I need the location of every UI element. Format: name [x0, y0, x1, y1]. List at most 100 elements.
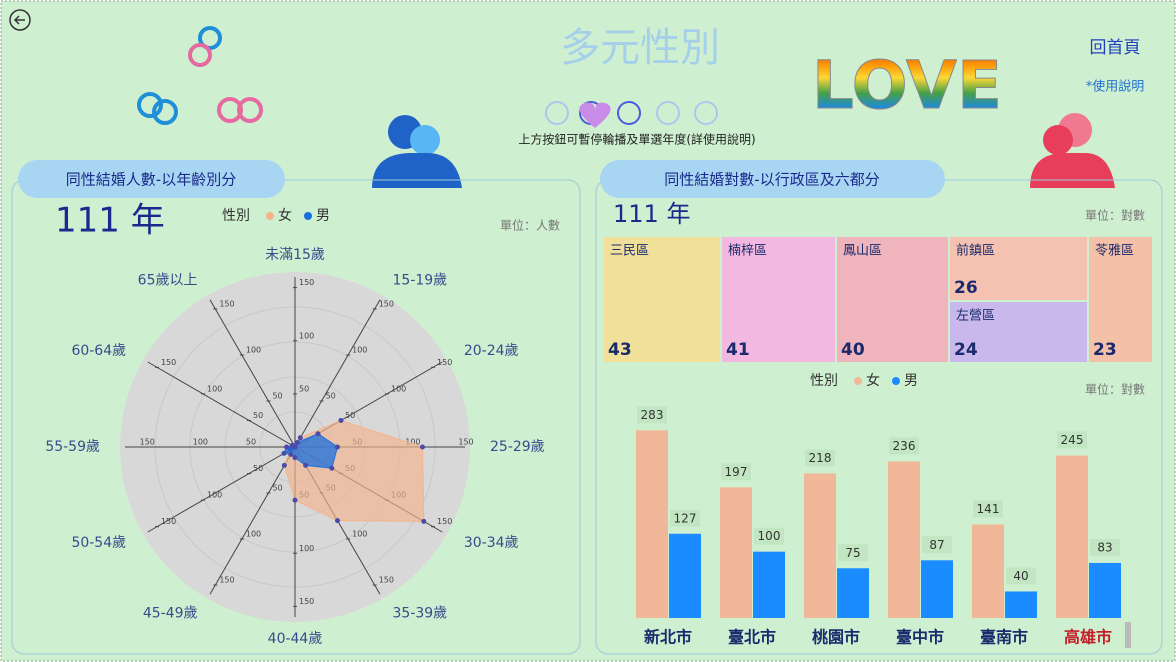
- axis-label: 35-39歲: [393, 605, 448, 621]
- axis-label: 未滿15歲: [265, 247, 325, 263]
- tick-label: 100: [352, 530, 367, 539]
- tick-label: 100: [207, 384, 222, 393]
- tick-label: 100: [299, 544, 314, 553]
- cell-label: 苓雅區: [1095, 244, 1134, 259]
- value-label: 87: [929, 538, 944, 552]
- tick-label: 150: [379, 576, 394, 585]
- cell-label: 左營區: [956, 309, 995, 324]
- help-link[interactable]: *使用說明: [1086, 79, 1145, 95]
- radar-point: [329, 466, 334, 471]
- x-tick-label: 高雄市: [1064, 628, 1112, 647]
- tick-label: 150: [161, 358, 176, 367]
- radar-point: [288, 452, 293, 457]
- radar-point: [298, 435, 303, 440]
- axis-label: 25-29歲: [490, 439, 545, 455]
- axis-label: 15-19歲: [393, 273, 448, 289]
- tick-label: 100: [207, 491, 222, 500]
- cell-value: 41: [726, 340, 750, 360]
- bar: [888, 461, 920, 618]
- tick-label: 50: [253, 411, 263, 420]
- tick-label: 100: [391, 384, 406, 393]
- radar-point: [335, 445, 340, 450]
- axis-label: 40-44歲: [268, 631, 323, 647]
- bar: [1005, 591, 1037, 618]
- tick-label: 100: [246, 345, 261, 354]
- tick-label: 150: [219, 576, 234, 585]
- love-banner: LOVE: [812, 47, 1002, 124]
- panel-title: 同性結婚人數-以年齡別分: [66, 171, 236, 189]
- scrollbar[interactable]: [1125, 622, 1131, 648]
- hint: 上方按鈕可暫停輪播及單選年度(詳使用說明): [518, 132, 755, 147]
- x-tick-label: 桃園市: [812, 628, 860, 647]
- x-tick-label: 臺中市: [896, 628, 944, 647]
- tick-label: 150: [458, 438, 473, 447]
- legend-label: 女: [278, 207, 292, 224]
- bar: [921, 560, 953, 618]
- radar-point: [282, 463, 287, 468]
- value-label: 245: [1061, 433, 1084, 447]
- bar: [972, 524, 1004, 618]
- radar-point: [284, 445, 289, 450]
- bar: [720, 487, 752, 618]
- tick-label: 50: [326, 391, 336, 400]
- legend-label: 男: [316, 208, 330, 224]
- radar-point: [421, 519, 426, 524]
- tick-label: 100: [352, 345, 367, 354]
- dashboard: 多元性別 回首頁 *使用說明 上方按鈕可暫停輪播及單選年度(詳使用說明) LOV…: [0, 0, 1176, 662]
- radar-point: [281, 451, 286, 456]
- bar: [669, 534, 701, 618]
- tick-label: 150: [299, 597, 314, 606]
- legend-title: 性別: [810, 373, 838, 389]
- tick-label: 50: [272, 484, 282, 493]
- tick-label: 50: [299, 384, 309, 393]
- year: 111 年: [613, 200, 690, 228]
- unit: 單位：對數: [1085, 208, 1145, 223]
- x-tick-label: 新北市: [644, 628, 692, 647]
- radar-point: [420, 445, 425, 450]
- tick-label: 150: [161, 517, 176, 526]
- tick-label: 150: [299, 278, 314, 287]
- legend-marker: [892, 377, 900, 385]
- cell-value: 24: [954, 340, 978, 360]
- value-label: 283: [641, 408, 664, 422]
- legend-marker: [266, 212, 274, 220]
- radar-point: [303, 463, 308, 468]
- value-label: 141: [977, 502, 1000, 516]
- cell-value: 23: [1093, 340, 1117, 360]
- cell-value: 40: [841, 340, 865, 360]
- tick-label: 50: [246, 438, 256, 447]
- bar: [753, 552, 785, 618]
- tick-label: 50: [345, 411, 355, 420]
- axis-label: 50-54歲: [71, 535, 126, 551]
- bar: [837, 568, 869, 618]
- home-link[interactable]: 回首頁: [1090, 38, 1141, 58]
- legend-label: 男: [904, 373, 918, 389]
- tick-label: 150: [437, 358, 452, 367]
- value-label: 40: [1013, 569, 1028, 583]
- cell-label: 鳳山區: [843, 244, 882, 259]
- value-label: 75: [845, 546, 860, 560]
- legend-marker: [304, 212, 312, 220]
- legend-label: 女: [866, 372, 880, 389]
- axis-label: 55-59歲: [45, 439, 100, 455]
- unit: 單位：人數: [500, 218, 560, 233]
- value-label: 100: [758, 529, 781, 543]
- axis-label: 65歲以上: [138, 273, 198, 289]
- cell-value: 26: [954, 278, 978, 298]
- year: 111 年: [55, 201, 165, 241]
- tick-label: 150: [219, 299, 234, 308]
- x-tick-label: 臺北市: [728, 628, 776, 647]
- tick-label: 150: [437, 517, 452, 526]
- tick-label: 150: [379, 299, 394, 308]
- page-title: 多元性別: [560, 25, 720, 71]
- bar: [1089, 563, 1121, 618]
- cell-label: 三民區: [610, 244, 649, 259]
- tick-label: 50: [253, 464, 263, 473]
- value-label: 236: [893, 439, 916, 453]
- radar-point: [335, 518, 340, 523]
- radar-point: [293, 455, 298, 460]
- legend-marker: [854, 377, 862, 385]
- tick-label: 100: [193, 438, 208, 447]
- bar: [1056, 455, 1088, 618]
- value-label: 83: [1097, 540, 1112, 554]
